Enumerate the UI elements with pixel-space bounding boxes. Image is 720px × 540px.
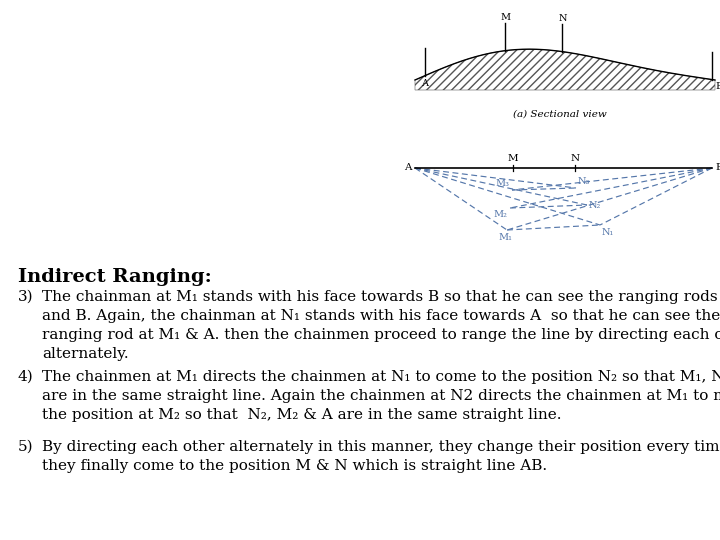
Text: M₁: M₁ <box>498 233 512 242</box>
Text: alternately.: alternately. <box>42 347 129 361</box>
Text: N: N <box>570 154 580 163</box>
Text: B: B <box>715 164 720 172</box>
Text: M₃: M₃ <box>495 179 509 188</box>
Text: 3): 3) <box>18 290 34 304</box>
Text: Indirect Ranging:: Indirect Ranging: <box>18 268 212 286</box>
Text: the position at M₂ so that  N₂, M₂ & A are in the same straight line.: the position at M₂ so that N₂, M₂ & A ar… <box>42 408 562 422</box>
Text: M₂: M₂ <box>493 210 507 219</box>
Text: are in the same straight line. Again the chainmen at N2 directs the chainmen at : are in the same straight line. Again the… <box>42 389 720 403</box>
Text: ranging rod at M₁ & A. then the chainmen proceed to range the line by directing : ranging rod at M₁ & A. then the chainmen… <box>42 328 720 342</box>
Text: B: B <box>715 82 720 91</box>
Text: N₂: N₂ <box>589 200 601 210</box>
Text: M: M <box>501 13 511 22</box>
Text: A: A <box>405 164 412 172</box>
Text: The chainman at M₁ stands with his face towards B so that he can see the ranging: The chainman at M₁ stands with his face … <box>42 290 720 304</box>
Text: A: A <box>421 79 428 87</box>
Text: M: M <box>508 154 518 163</box>
Text: By directing each other alternately in this manner, they change their position e: By directing each other alternately in t… <box>42 440 720 454</box>
Text: 5): 5) <box>18 440 34 454</box>
Text: 4): 4) <box>18 370 34 384</box>
Text: N₁: N₁ <box>602 228 614 237</box>
Polygon shape <box>415 49 715 90</box>
Text: N: N <box>559 14 567 23</box>
Text: N₃: N₃ <box>578 177 590 186</box>
Text: and B. Again, the chainman at N₁ stands with his face towards A  so that he can : and B. Again, the chainman at N₁ stands … <box>42 309 720 323</box>
Text: (a) Sectional view: (a) Sectional view <box>513 110 607 119</box>
Text: they finally come to the position M & N which is straight line AB.: they finally come to the position M & N … <box>42 459 547 473</box>
Text: The chainmen at M₁ directs the chainmen at N₁ to come to the position N₂ so that: The chainmen at M₁ directs the chainmen … <box>42 370 720 384</box>
